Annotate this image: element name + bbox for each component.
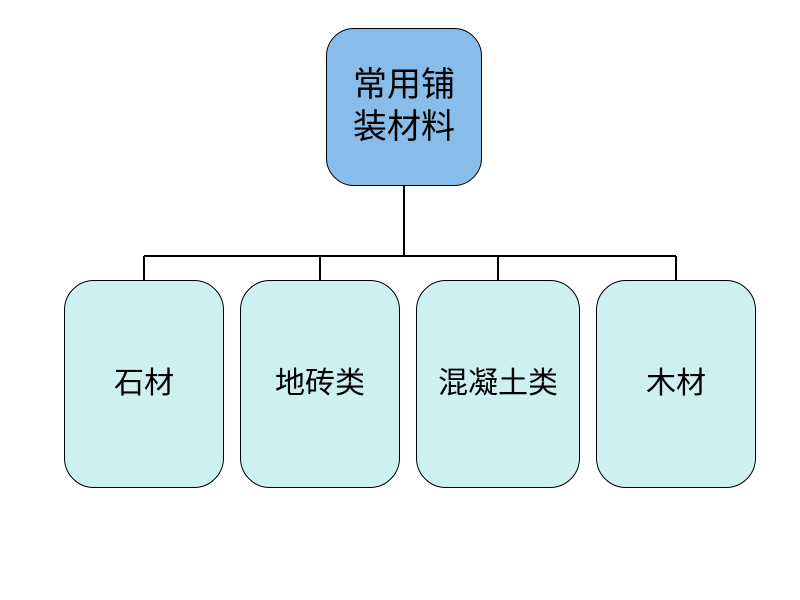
child-node-label: 木材	[646, 365, 706, 403]
child-node-0: 石材	[64, 280, 224, 488]
child-node-label: 石材	[114, 365, 174, 403]
child-node-3: 木材	[596, 280, 756, 488]
diagram-canvas: { "diagram": { "type": "tree", "backgrou…	[0, 0, 800, 600]
root-node-label: 常用铺 装材料	[353, 65, 455, 150]
child-node-label: 地砖类	[275, 365, 365, 403]
root-node: 常用铺 装材料	[326, 28, 482, 186]
child-node-label: 混凝土类	[438, 365, 558, 403]
child-node-1: 地砖类	[240, 280, 400, 488]
child-node-2: 混凝土类	[416, 280, 580, 488]
